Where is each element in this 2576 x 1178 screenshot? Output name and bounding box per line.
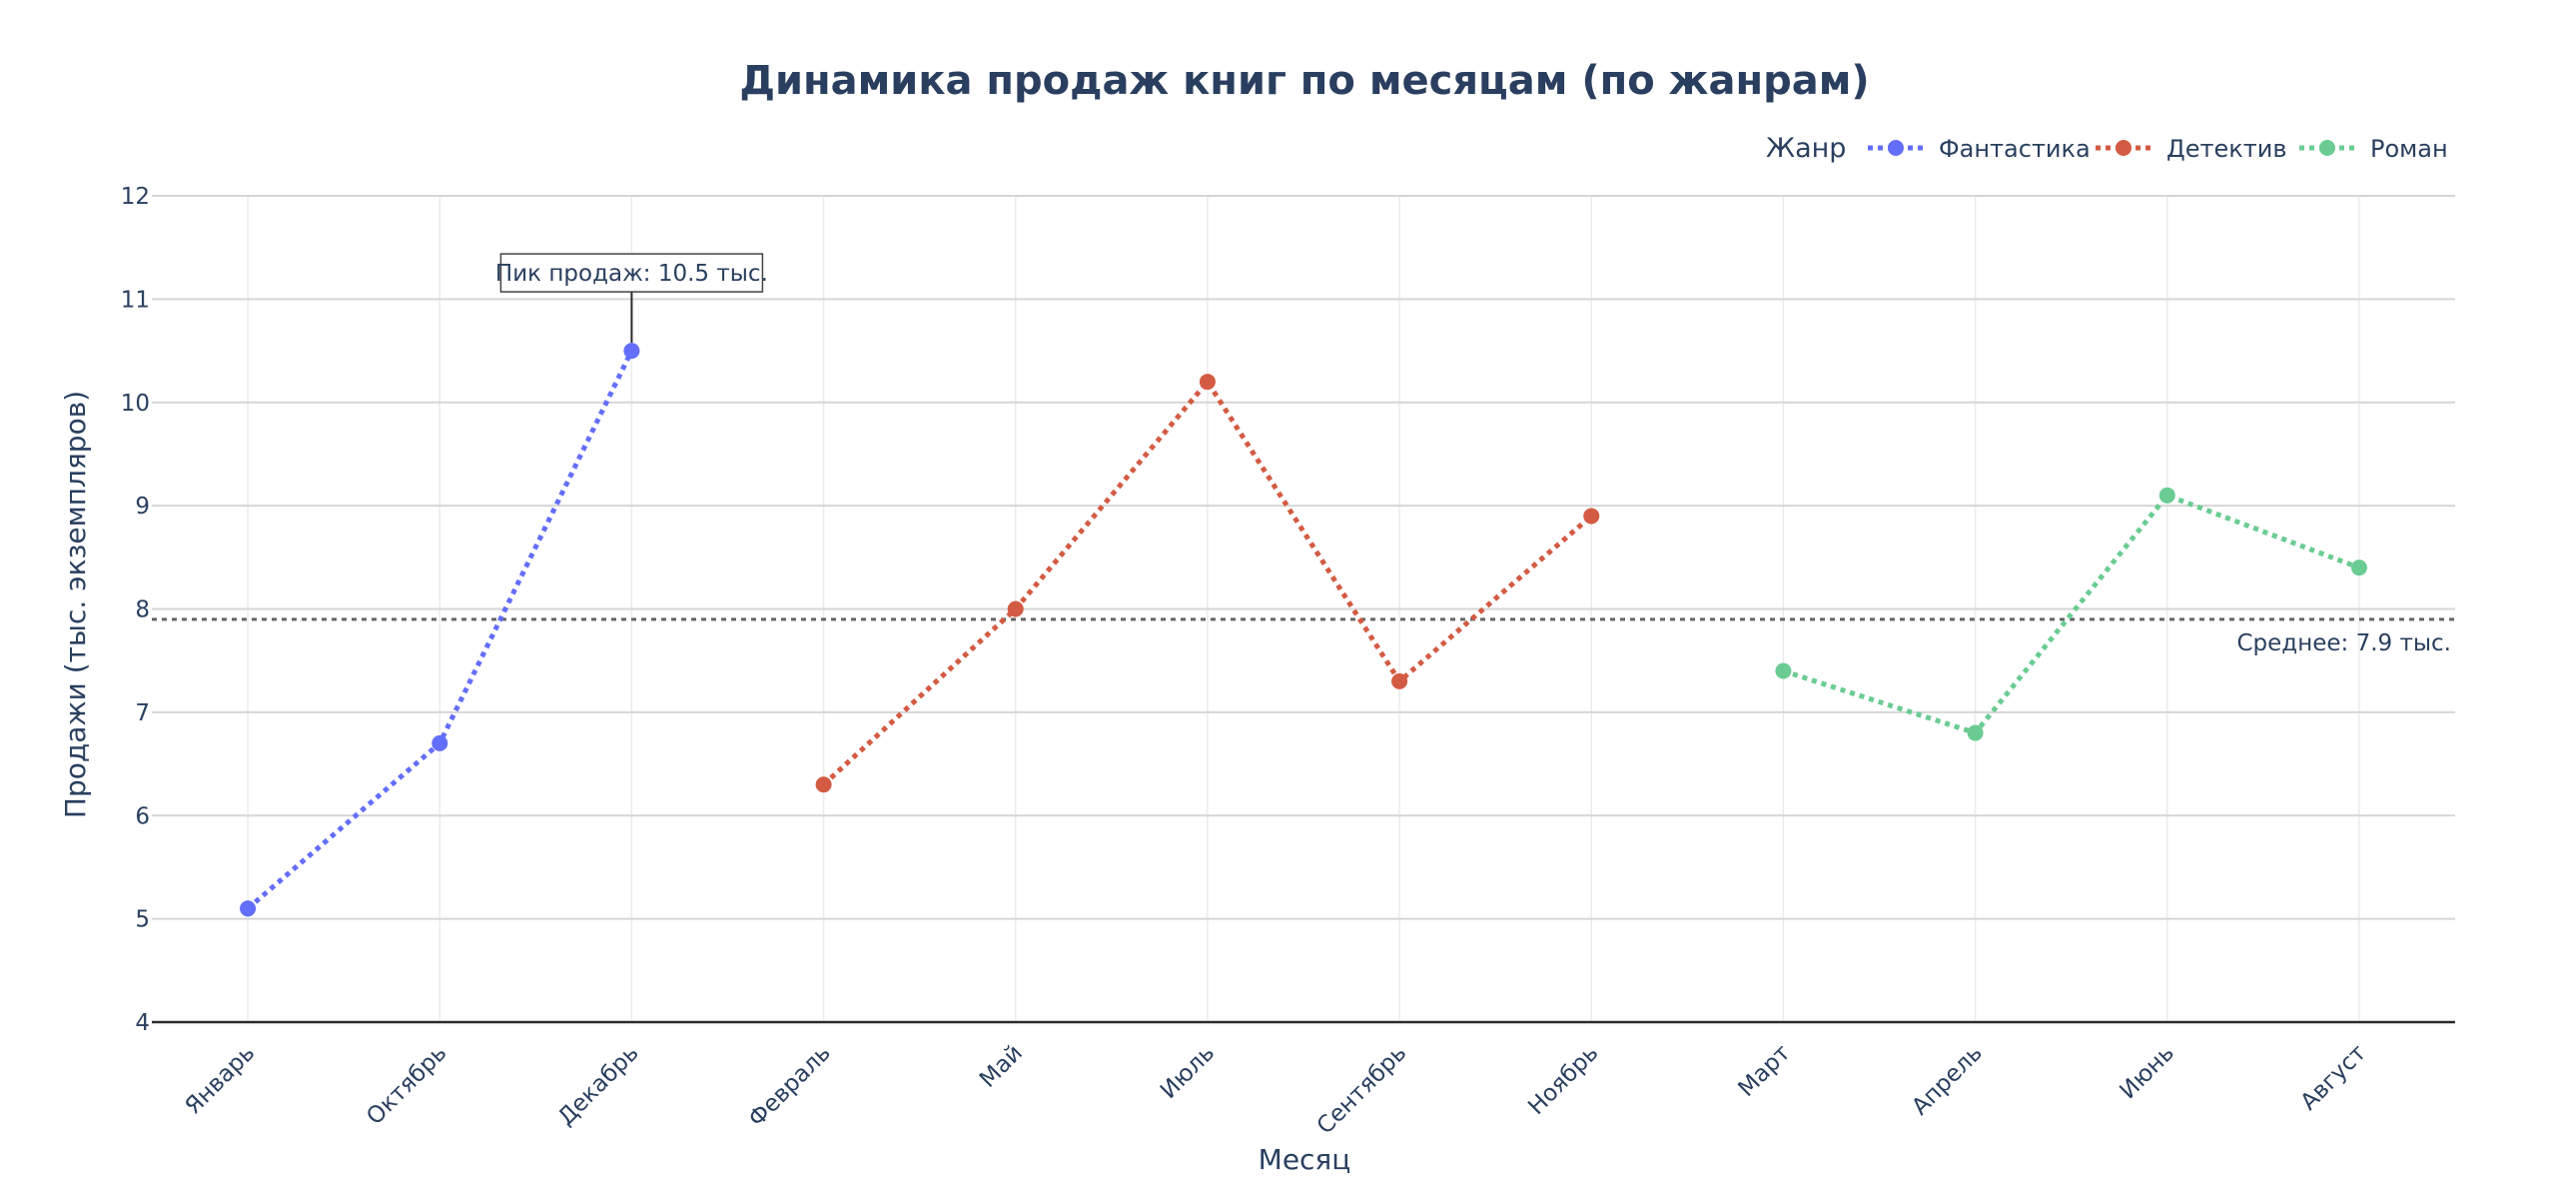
series-Детектив xyxy=(815,374,1600,793)
legend-swatch-marker xyxy=(2319,140,2335,156)
annotation-box xyxy=(499,253,764,293)
legend-title: Жанр xyxy=(1766,133,1846,164)
series-group xyxy=(240,343,2367,917)
data-point[interactable] xyxy=(2350,560,2367,577)
y-tick-label: 6 xyxy=(135,803,150,829)
grid-lines xyxy=(152,195,2455,1022)
data-point[interactable] xyxy=(623,343,640,360)
legend-label: Детектив xyxy=(2166,135,2286,163)
legend: Жанр Фантастика Детектив Роман xyxy=(1766,133,2448,164)
data-point[interactable] xyxy=(1967,724,1984,741)
legend-item[interactable]: Фантастика xyxy=(1868,135,2091,163)
data-point[interactable] xyxy=(1391,672,1408,689)
legend-swatch-marker xyxy=(1888,140,1904,156)
y-tick-label: 9 xyxy=(135,494,150,520)
reference-line-group: Среднее: 7.9 тыс. xyxy=(152,617,2455,656)
data-point[interactable] xyxy=(1199,374,1216,391)
series-line xyxy=(1782,492,2360,736)
legend-label: Роман xyxy=(2370,135,2448,163)
legend-item[interactable]: Роман xyxy=(2299,135,2448,163)
legend-label: Фантастика xyxy=(1939,135,2091,163)
legend-item[interactable]: Детектив xyxy=(2096,135,2286,163)
series-line xyxy=(821,377,1593,787)
chart-title: Динамика продаж книг по месяцам (по жанр… xyxy=(739,58,1869,104)
y-tick-label: 11 xyxy=(121,287,150,313)
data-point[interactable] xyxy=(1007,600,1024,617)
data-point[interactable] xyxy=(2158,487,2175,504)
y-tick-label: 7 xyxy=(135,700,150,726)
annotation-text: Пик продаж: 10.5 тыс. xyxy=(495,261,768,287)
data-point[interactable] xyxy=(1775,662,1792,679)
y-tick-label: 10 xyxy=(121,391,150,417)
mean-reference-label: Среднее: 7.9 тыс. xyxy=(2236,630,2451,656)
y-axis-title: Продажи (тыс. экземпляров) xyxy=(59,391,92,818)
legend-swatch-marker xyxy=(2116,140,2132,156)
series-Фантастика xyxy=(240,343,640,917)
data-point[interactable] xyxy=(815,776,832,793)
y-tick-label: 12 xyxy=(121,184,150,210)
y-tick-label: 4 xyxy=(135,1010,150,1036)
data-point[interactable] xyxy=(1583,508,1600,525)
y-tick-label: 5 xyxy=(135,907,150,933)
series-Роман xyxy=(1775,487,2367,741)
x-axis-title: Месяц xyxy=(1259,1143,1351,1176)
data-point[interactable] xyxy=(240,900,257,917)
y-tick-label: 8 xyxy=(135,597,150,623)
data-point[interactable] xyxy=(431,734,448,751)
annotation-group: Пик продаж: 10.5 тыс. xyxy=(495,253,768,344)
